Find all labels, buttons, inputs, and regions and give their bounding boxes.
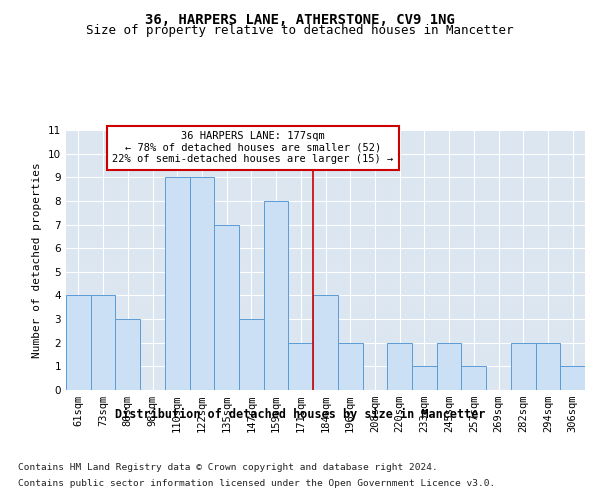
Bar	[264, 201, 289, 390]
Bar	[190, 178, 214, 390]
Bar	[66, 296, 91, 390]
Bar	[412, 366, 437, 390]
Bar	[165, 178, 190, 390]
Bar	[560, 366, 585, 390]
Text: Size of property relative to detached houses in Mancetter: Size of property relative to detached ho…	[86, 24, 514, 37]
Bar	[289, 342, 313, 390]
Bar	[313, 296, 338, 390]
Text: 36 HARPERS LANE: 177sqm
← 78% of detached houses are smaller (52)
22% of semi-de: 36 HARPERS LANE: 177sqm ← 78% of detache…	[112, 132, 394, 164]
Text: Contains HM Land Registry data © Crown copyright and database right 2024.: Contains HM Land Registry data © Crown c…	[18, 462, 438, 471]
Bar	[387, 342, 412, 390]
Bar	[338, 342, 362, 390]
Bar	[511, 342, 536, 390]
Bar	[239, 319, 264, 390]
Bar	[437, 342, 461, 390]
Bar	[91, 296, 115, 390]
Text: Contains public sector information licensed under the Open Government Licence v3: Contains public sector information licen…	[18, 479, 495, 488]
Y-axis label: Number of detached properties: Number of detached properties	[32, 162, 43, 358]
Bar	[115, 319, 140, 390]
Bar	[536, 342, 560, 390]
Text: Distribution of detached houses by size in Mancetter: Distribution of detached houses by size …	[115, 408, 485, 420]
Bar	[214, 224, 239, 390]
Bar	[461, 366, 486, 390]
Text: 36, HARPERS LANE, ATHERSTONE, CV9 1NG: 36, HARPERS LANE, ATHERSTONE, CV9 1NG	[145, 12, 455, 26]
